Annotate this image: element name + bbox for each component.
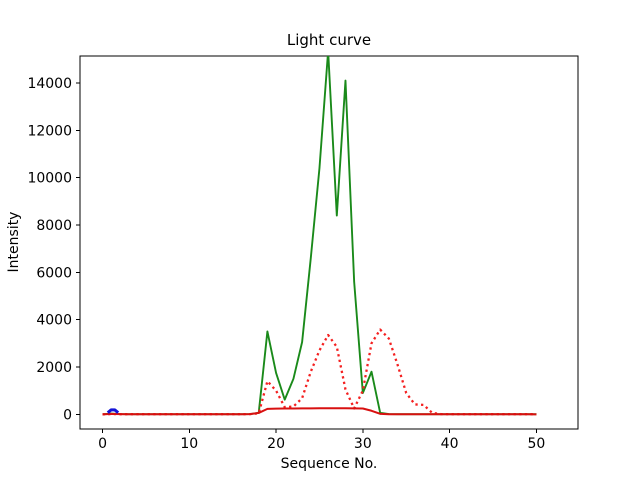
series-red-solid-baseline <box>102 407 537 416</box>
x-tick-label: 40 <box>441 436 459 452</box>
y-tick-label: 4000 <box>36 313 72 329</box>
x-tick-label: 0 <box>98 436 107 452</box>
x-tick-label: 20 <box>267 436 285 452</box>
axis-ticks: 0 10 20 30 40 50 0 2000 4000 6000 8000 10000 12000 14… <box>27 76 545 452</box>
data-series <box>102 56 537 416</box>
x-tick-label: 10 <box>180 436 198 452</box>
series-blue-marker <box>106 408 120 414</box>
x-axis-label: Sequence No. <box>281 456 378 472</box>
x-tick-label: 50 <box>527 436 545 452</box>
x-tick-label: 30 <box>354 436 372 452</box>
chart-title: Light curve <box>287 31 371 49</box>
plot-frame <box>79 55 579 430</box>
y-tick-label: 0 <box>63 407 72 423</box>
y-tick-label: 10000 <box>27 171 72 187</box>
y-tick-label: 8000 <box>36 218 72 234</box>
series-green-curve <box>102 56 537 416</box>
y-tick-label: 12000 <box>27 123 72 139</box>
y-axis-label: Intensity <box>6 212 22 273</box>
series-red-dotted-curve <box>102 328 537 416</box>
y-tick-label: 2000 <box>36 360 72 376</box>
y-tick-label: 6000 <box>36 265 72 281</box>
y-tick-label: 14000 <box>27 76 72 92</box>
